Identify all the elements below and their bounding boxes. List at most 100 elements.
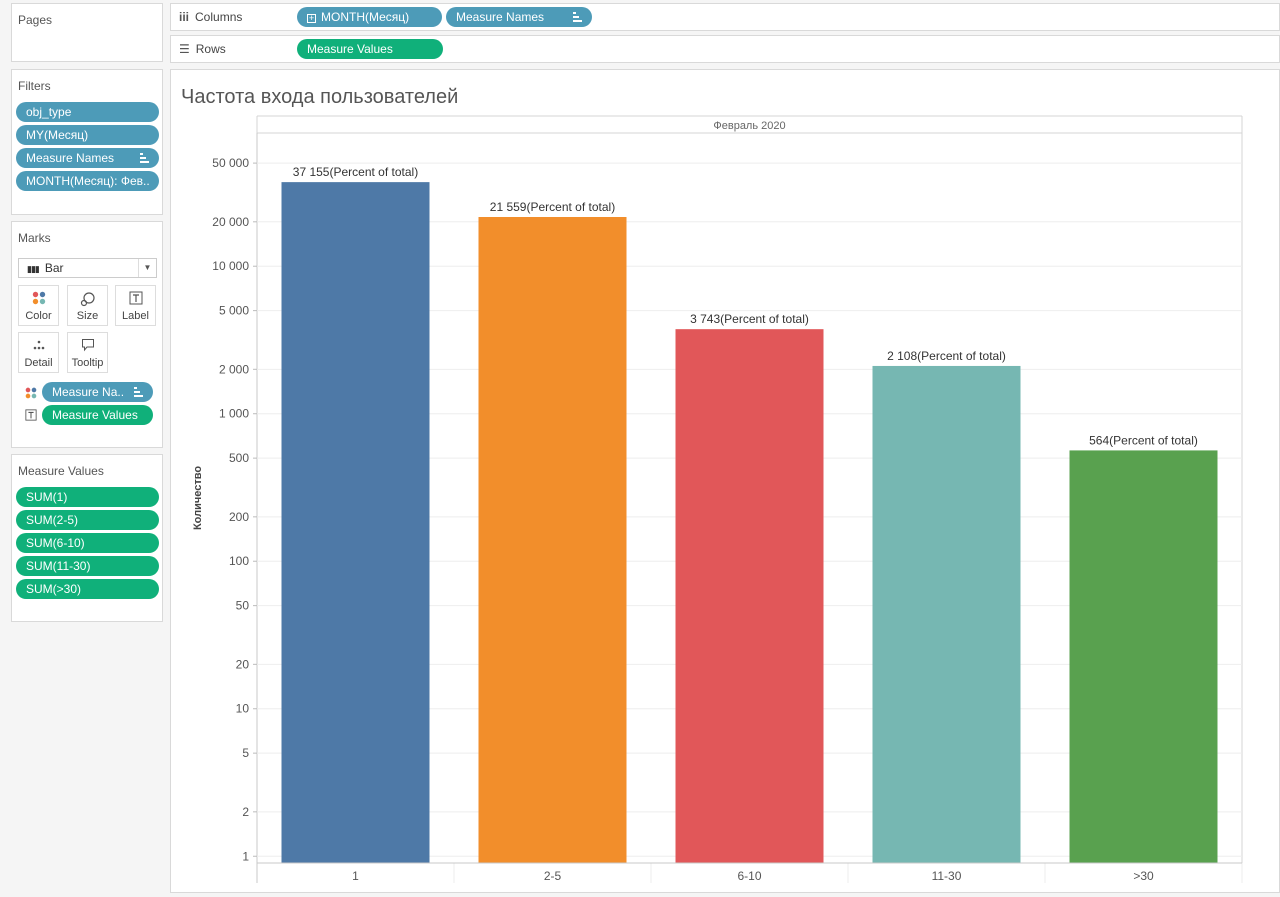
color-icon [19, 291, 58, 305]
filter-pill-obj-type[interactable]: obj_type [16, 102, 159, 122]
y-tick-label: 20 [236, 657, 250, 671]
y-tick-label: 50 [236, 599, 250, 613]
marks-pill-measure-values[interactable]: Measure Values [42, 405, 153, 425]
view-canvas: Частота входа пользователей Февраль 2020… [170, 69, 1280, 893]
label-field-icon [25, 408, 37, 426]
bar [281, 182, 430, 864]
filters-card: Filters obj_type MY(Месяц) Measure Names… [11, 69, 163, 215]
columns-pill-measure-names-label: Measure Names [456, 10, 545, 24]
measure-value-pill[interactable]: SUM(>30) [16, 579, 159, 599]
detail-button[interactable]: Detail [18, 332, 59, 373]
mark-type-dropdown[interactable]: ▮▮▮ Bar ▼ [18, 258, 157, 278]
expand-icon: + [307, 13, 316, 23]
filter-pill-label: MY(Месяц) [26, 128, 89, 142]
marks-card: Marks ▮▮▮ Bar ▼ Color Size Label [11, 221, 163, 448]
filter-pill-my[interactable]: MY(Месяц) [16, 125, 159, 145]
rows-pill-measure-values[interactable]: Measure Values [297, 39, 443, 59]
filter-pill-label: MONTH(Месяц): Фев.. [26, 174, 150, 188]
measure-value-label: SUM(>30) [26, 582, 82, 596]
pages-card: Pages [11, 3, 163, 62]
y-tick-label: 2 [242, 805, 249, 819]
rows-shelf[interactable]: ☰ Rows Measure Values [170, 35, 1280, 63]
y-tick-label: 5 000 [219, 304, 249, 318]
sort-icon [140, 153, 149, 163]
bar-data-label: 2 108(Percent of total) [887, 349, 1006, 363]
bar-data-label: 564(Percent of total) [1089, 433, 1198, 447]
measure-value-pill[interactable]: SUM(1) [16, 487, 159, 507]
measure-value-pill[interactable]: SUM(11-30) [16, 556, 159, 576]
y-tick-label: 200 [229, 510, 249, 524]
size-button[interactable]: Size [67, 285, 108, 326]
detail-icon [19, 338, 58, 352]
rows-pill-measure-values-label: Measure Values [307, 42, 393, 56]
x-tick-label: 11-30 [932, 869, 962, 883]
y-tick-label: 5 [242, 746, 249, 760]
bar [1069, 450, 1218, 863]
rows-icon: ☰ [179, 42, 190, 56]
size-button-label: Size [76, 310, 99, 322]
mark-type-label: Bar [44, 261, 64, 275]
bar-chart-icon: ▮▮▮ [27, 264, 40, 274]
y-tick-label: 20 000 [212, 215, 249, 229]
columns-label: Columns [195, 10, 243, 24]
columns-icon: iii [179, 10, 190, 24]
filter-pill-measure-names[interactable]: Measure Names [16, 148, 159, 168]
measure-values-card: Measure Values SUM(1) SUM(2-5) SUM(6-10)… [11, 454, 163, 622]
chart-title: Частота входа пользователей [181, 86, 459, 108]
sort-icon [134, 387, 143, 397]
columns-pill-month-label: MONTH(Месяц) [321, 10, 410, 24]
rows-label: Rows [195, 42, 226, 56]
tooltip-button[interactable]: Tooltip [67, 332, 108, 373]
x-tick-label: >30 [1133, 869, 1154, 883]
filters-title: Filters [18, 79, 51, 93]
x-tick-label: 6-10 [737, 869, 761, 883]
y-tick-label: 10 000 [212, 259, 249, 273]
color-button-label: Color [25, 310, 52, 322]
text-label-icon [116, 291, 155, 305]
size-icon [68, 291, 107, 307]
bar-data-label: 37 155(Percent of total) [293, 165, 418, 179]
measure-value-pill[interactable]: SUM(6-10) [16, 533, 159, 553]
y-tick-label: 500 [229, 451, 249, 465]
label-button-label: Label [122, 310, 149, 322]
measure-value-pill[interactable]: SUM(2-5) [16, 510, 159, 530]
y-tick-label: 50 000 [212, 156, 249, 170]
bar [478, 217, 627, 863]
y-tick-label: 1 000 [219, 407, 249, 421]
bar-chart: Февраль 2020 1 2 5 10 20 50 100 200 500 1 000 2 000… [192, 115, 1243, 883]
bar-data-label: 21 559(Percent of total) [490, 200, 615, 214]
measure-value-label: SUM(1) [26, 490, 68, 504]
y-tick-label: 2 000 [219, 362, 249, 376]
marks-pill-label: Measure Na.. [52, 385, 125, 399]
bar [872, 365, 1021, 863]
columns-pill-month[interactable]: + MONTH(Месяц) [297, 7, 442, 27]
filter-pill-month[interactable]: MONTH(Месяц): Фев.. [16, 171, 159, 191]
columns-shelf[interactable]: iii Columns + MONTH(Месяц) Measure Names [170, 3, 1280, 31]
marks-title: Marks [18, 231, 51, 245]
bar-data-label: 3 743(Percent of total) [690, 312, 809, 326]
measure-values-title: Measure Values [18, 464, 104, 478]
label-button[interactable]: Label [115, 285, 156, 326]
measure-value-label: SUM(6-10) [26, 536, 85, 550]
filter-pill-label: Measure Names [26, 151, 115, 165]
bar [675, 329, 824, 863]
y-tick-label: 1 [242, 849, 249, 863]
columns-pill-measure-names[interactable]: Measure Names [446, 7, 592, 27]
y-tick-label: 10 [236, 702, 250, 716]
detail-button-label: Detail [24, 357, 53, 369]
y-axis-title: Количество [192, 466, 204, 530]
tooltip-icon [68, 338, 107, 352]
measure-value-label: SUM(11-30) [26, 559, 91, 573]
sort-icon [573, 12, 582, 22]
x-tick-label: 2-5 [544, 869, 562, 883]
marks-pill-label: Measure Values [52, 408, 138, 422]
color-button[interactable]: Color [18, 285, 59, 326]
pages-title: Pages [18, 13, 53, 27]
color-field-icon [25, 386, 37, 404]
x-tick-label: 1 [352, 869, 359, 883]
marks-pill-measure-names[interactable]: Measure Na.. [42, 382, 153, 402]
y-tick-label: 100 [229, 554, 249, 568]
tooltip-button-label: Tooltip [71, 357, 104, 369]
column-header: Февраль 2020 [713, 120, 785, 132]
